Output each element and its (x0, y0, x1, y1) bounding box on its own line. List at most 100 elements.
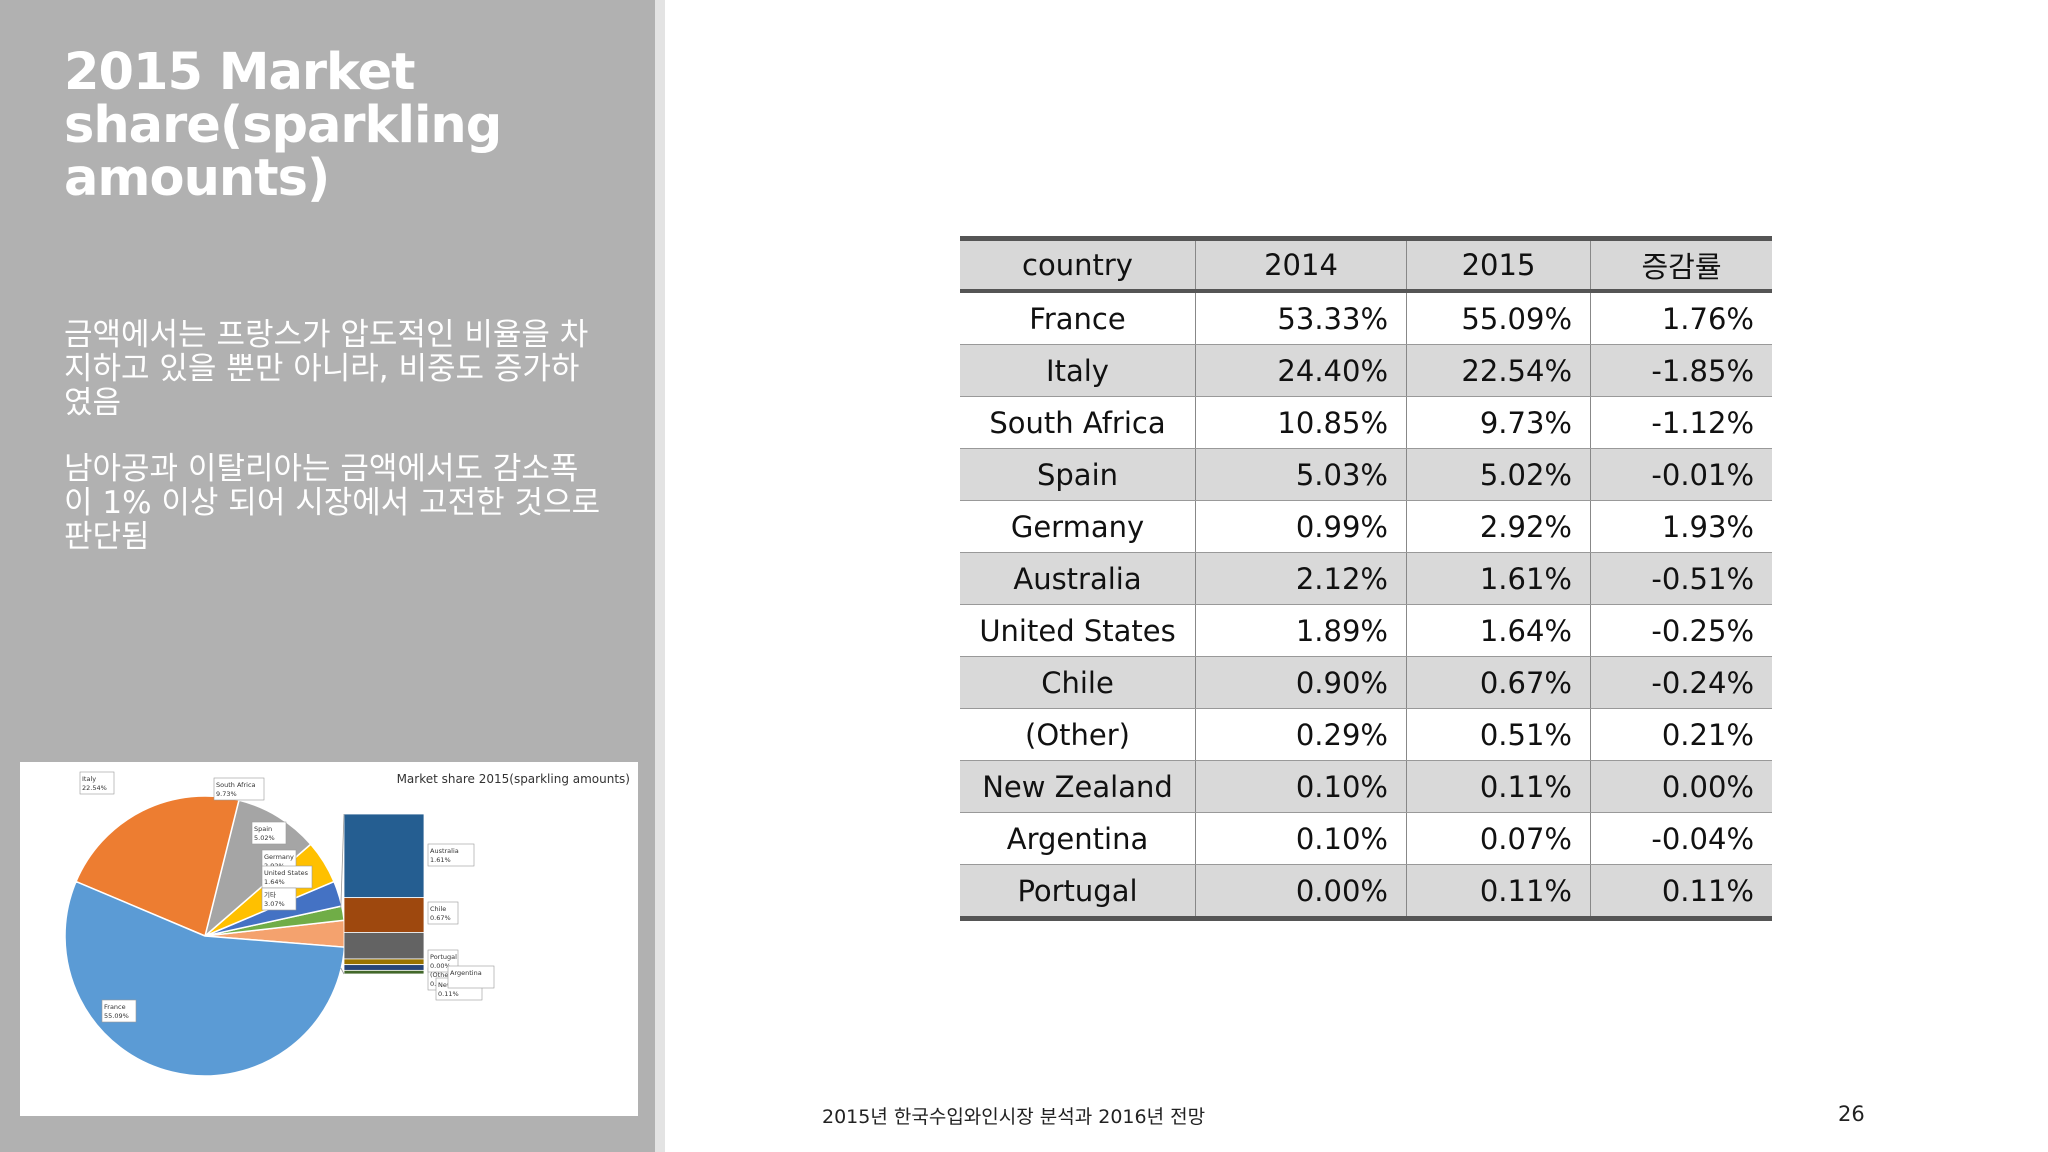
country-cell: Italy (960, 344, 1196, 397)
share-2014-cell: 0.90% (1195, 656, 1407, 709)
country-cell: Australia (960, 552, 1196, 605)
pie-label-other-box (261, 887, 297, 911)
slide-title: 2015 Market share(sparkling amounts) (64, 43, 502, 208)
connector-bottom (340, 967, 345, 975)
share-2014-cell: 53.33% (1195, 291, 1407, 345)
pie-label-south-africa-name: South Africa (216, 781, 256, 789)
chart-svg: Market share 2015(sparkling amounts) Fran… (64, 771, 630, 1077)
share-2014-cell: 5.03% (1195, 448, 1407, 501)
pie-slice-france (64, 880, 346, 1077)
bar-label-new-zealand-value: 0.11% (438, 990, 459, 998)
share-2014-cell: 1.89% (1195, 604, 1407, 657)
pie-label-united-states-value: 1.64% (264, 878, 285, 886)
change-rate-cell: 0.11% (1590, 864, 1772, 919)
bar-label-chile-value: 0.67% (430, 914, 451, 922)
share-2014-cell: 2.12% (1195, 552, 1407, 605)
bar-segment-chile (343, 897, 425, 933)
table-row: Spain 5.03% 5.02% -0.01% (960, 448, 1772, 501)
table-row: Italy 24.40% 22.54% -1.85% (960, 344, 1772, 397)
market-share-chart: Market share 2015(sparkling amounts) Fran… (20, 762, 638, 1116)
pie-label-italy-name: Italy (82, 775, 96, 783)
summary-paragraph-2: 남아공과 이탈리아는 금액에서도 감소폭이 1% 이상 되어 시장에서 고전한 … (64, 451, 601, 555)
pie-label-spain-value: 5.02% (254, 834, 275, 842)
country-cell: (Other) (960, 708, 1196, 761)
change-rate-cell: 1.76% (1590, 291, 1772, 345)
page-number: 26 (1838, 1102, 1865, 1126)
change-rate-cell: 0.00% (1590, 760, 1772, 813)
pie-label-germany-name: Germany (264, 853, 294, 861)
share-2014-cell: 0.10% (1195, 760, 1407, 813)
change-rate-cell: -0.04% (1590, 812, 1772, 865)
share-2014-cell: 0.10% (1195, 812, 1407, 865)
share-2014-cell: 0.00% (1195, 864, 1407, 919)
pie-label-south-africa-value: 9.73% (216, 790, 237, 798)
share-2015-cell: 1.61% (1406, 552, 1591, 605)
bar-segment-australia (343, 813, 425, 899)
change-rate-cell: -0.51% (1590, 552, 1772, 605)
pie-label-italy-value: 22.54% (82, 784, 107, 792)
pie-label-united-states-name: United States (264, 869, 309, 877)
pie-label-italy-box (79, 771, 115, 795)
pie-label-other-value: 3.07% (264, 900, 285, 908)
share-2015-cell: 5.02% (1406, 448, 1591, 501)
table-row: United States 1.89% 1.64% -0.25% (960, 604, 1772, 657)
bar-label-australia-name: Australia (430, 847, 459, 855)
pie-label-other-name: 기타 (264, 890, 276, 899)
table-row: Chile 0.90% 0.67% -0.24% (960, 656, 1772, 709)
bar-label-chile-name: Chile (430, 905, 446, 913)
share-2014-cell: 0.29% (1195, 708, 1407, 761)
share-2014-cell: 10.85% (1195, 396, 1407, 449)
connector-top (340, 813, 345, 909)
change-rate-cell: -1.12% (1590, 396, 1772, 449)
share-2015-cell: 0.11% (1406, 760, 1591, 813)
share-2015-cell: 9.73% (1406, 396, 1591, 449)
bar-segment-other (343, 932, 425, 960)
change-rate-cell: -0.24% (1590, 656, 1772, 709)
table-row: Germany 0.99% 2.92% 1.93% (960, 500, 1772, 553)
country-cell: France (960, 291, 1196, 345)
summary-paragraph-1: 금액에서는 프랑스가 압도적인 비율을 차지하고 있을 뿐만 아니라, 비중도 … (64, 317, 589, 421)
change-rate-cell: -1.85% (1590, 344, 1772, 397)
country-cell: South Africa (960, 396, 1196, 449)
chart-title: Market share 2015(sparkling amounts) (397, 772, 630, 786)
header-2014: 2014 (1195, 238, 1407, 293)
country-cell: Chile (960, 656, 1196, 709)
pie-label-france-box (101, 999, 137, 1023)
pie-label-spain-name: Spain (254, 825, 272, 833)
country-cell: Argentina (960, 812, 1196, 865)
pie-label-france-name: France (104, 1003, 126, 1011)
bar-label-australia-box (427, 843, 475, 867)
share-2015-cell: 55.09% (1406, 291, 1591, 345)
footer-title: 2015년 한국수입와인시장 분석과 2016년 전망 (822, 1106, 1206, 1128)
bar-label-argentina-box (447, 965, 495, 989)
bar-label-other-name: (Other) (430, 971, 454, 979)
country-cell: United States (960, 604, 1196, 657)
country-cell: Portugal (960, 864, 1196, 919)
country-cell: Germany (960, 500, 1196, 553)
bar-segment-portugal (343, 958, 425, 966)
share-2015-cell: 22.54% (1406, 344, 1591, 397)
pie-label-south-africa-box (213, 777, 265, 801)
left-panel: 2015 Market share(sparkling amounts) 금액에… (0, 0, 655, 1152)
share-2015-cell: 0.11% (1406, 864, 1591, 919)
bar-label-portugal-name: Portugal (430, 953, 457, 961)
bar-label-argentina-name: Argentina (450, 969, 482, 977)
country-cell: New Zealand (960, 760, 1196, 813)
share-2015-cell: 0.67% (1406, 656, 1591, 709)
bar-label-australia-value: 1.61% (430, 856, 451, 864)
table-row: South Africa 10.85% 9.73% -1.12% (960, 396, 1772, 449)
market-share-table: country 2014 2015 증감률 France 53.33% 55.0… (960, 236, 1772, 921)
change-rate-cell: -0.01% (1590, 448, 1772, 501)
share-2015-cell: 0.51% (1406, 708, 1591, 761)
bar-segment-argentina (343, 969, 425, 975)
change-rate-cell: -0.25% (1590, 604, 1772, 657)
table-row: Portugal 0.00% 0.11% 0.11% (960, 864, 1772, 919)
table-row: France 53.33% 55.09% 1.76% (960, 291, 1772, 345)
country-cell: Spain (960, 448, 1196, 501)
pie-label-spain-box (251, 821, 287, 845)
share-2015-cell: 1.64% (1406, 604, 1591, 657)
bar-label-chile-box (427, 901, 459, 925)
share-2014-cell: 24.40% (1195, 344, 1407, 397)
change-rate-cell: 1.93% (1590, 500, 1772, 553)
share-2015-cell: 2.92% (1406, 500, 1591, 553)
